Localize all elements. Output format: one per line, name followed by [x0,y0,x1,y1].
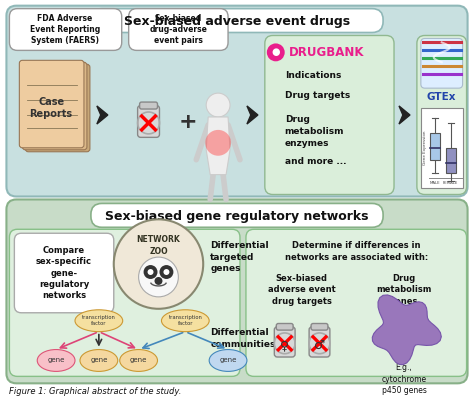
Text: ♀: ♀ [280,339,289,352]
Text: Differential
targeted
genes: Differential targeted genes [210,241,269,273]
Circle shape [267,43,285,61]
Ellipse shape [75,310,123,332]
FancyBboxPatch shape [446,148,456,173]
Text: Gene Expression: Gene Expression [423,130,427,165]
Circle shape [164,269,169,275]
Text: Determine if differences in
networks are associated with:: Determine if differences in networks are… [285,241,428,262]
Circle shape [114,220,203,309]
Text: ♂: ♂ [314,339,325,352]
Text: transcription
factor: transcription factor [82,315,116,326]
FancyBboxPatch shape [430,133,440,160]
Circle shape [155,277,163,285]
FancyBboxPatch shape [265,36,394,194]
Circle shape [205,130,231,156]
Text: gene: gene [130,358,147,363]
FancyBboxPatch shape [421,108,463,188]
FancyBboxPatch shape [140,102,157,109]
FancyBboxPatch shape [417,36,466,194]
Polygon shape [372,295,441,364]
Text: Sex-biased gene regulatory networks: Sex-biased gene regulatory networks [105,210,369,223]
Circle shape [138,257,178,297]
Ellipse shape [80,350,118,371]
Text: Indications: Indications [285,71,341,80]
Ellipse shape [37,350,75,371]
Text: Figure 1: Graphical abstract of the study.: Figure 1: Graphical abstract of the stud… [9,387,182,396]
Ellipse shape [120,350,157,371]
Text: Sex-biased adverse event drugs: Sex-biased adverse event drugs [124,15,350,28]
Text: +: + [179,112,198,132]
Text: Drug
metabolism
enzymes: Drug metabolism enzymes [285,115,344,147]
Text: FEMALE: FEMALE [443,181,458,185]
Text: Sex-biased
drug-adverse
event pairs: Sex-biased drug-adverse event pairs [149,13,207,45]
Text: Drug
metabolism
genes: Drug metabolism genes [376,274,432,306]
Circle shape [144,265,157,279]
Text: gene: gene [90,358,108,363]
FancyBboxPatch shape [9,9,122,50]
FancyBboxPatch shape [22,62,87,150]
Text: FDA Adverse
Event Reporting
System (FAERS): FDA Adverse Event Reporting System (FAER… [30,13,100,45]
Text: Compare
sex-specific
gene-
regulatory
networks: Compare sex-specific gene- regulatory ne… [36,245,92,301]
Text: DRUGBANK: DRUGBANK [289,46,364,59]
FancyBboxPatch shape [128,9,228,50]
Text: ●: ● [272,47,280,58]
Polygon shape [247,106,258,124]
Text: gene: gene [219,358,237,363]
FancyBboxPatch shape [137,106,159,137]
Text: MALE: MALE [429,181,440,185]
FancyBboxPatch shape [311,324,328,330]
FancyBboxPatch shape [276,324,293,330]
FancyBboxPatch shape [9,229,240,376]
FancyBboxPatch shape [246,229,466,376]
Text: Drug targets: Drug targets [285,91,350,100]
FancyBboxPatch shape [274,327,295,357]
FancyBboxPatch shape [25,64,90,152]
Polygon shape [97,106,108,124]
FancyBboxPatch shape [91,203,383,227]
Text: ZOO: ZOO [149,247,168,256]
Text: GTEx: GTEx [427,92,456,102]
Circle shape [147,269,154,275]
FancyBboxPatch shape [421,38,463,88]
Text: gene: gene [47,358,65,363]
Circle shape [206,93,230,117]
Circle shape [159,265,173,279]
Text: Sex-biased
adverse event
drug targets: Sex-biased adverse event drug targets [268,274,336,306]
FancyBboxPatch shape [7,6,467,196]
FancyBboxPatch shape [7,200,467,383]
Text: Case
Reports: Case Reports [29,97,73,119]
FancyBboxPatch shape [19,60,84,148]
FancyBboxPatch shape [309,327,330,357]
Ellipse shape [162,310,209,332]
Text: transcription
factor: transcription factor [168,315,202,326]
Text: E.g.,
cytochrome
p450 genes: E.g., cytochrome p450 genes [382,363,427,395]
Polygon shape [206,117,230,175]
Text: and more ...: and more ... [285,157,346,166]
Polygon shape [399,106,410,124]
Text: Differential
communities: Differential communities [210,328,275,349]
Text: NETWORK: NETWORK [137,235,181,244]
FancyBboxPatch shape [14,233,114,313]
FancyBboxPatch shape [91,9,383,32]
Ellipse shape [209,350,247,371]
